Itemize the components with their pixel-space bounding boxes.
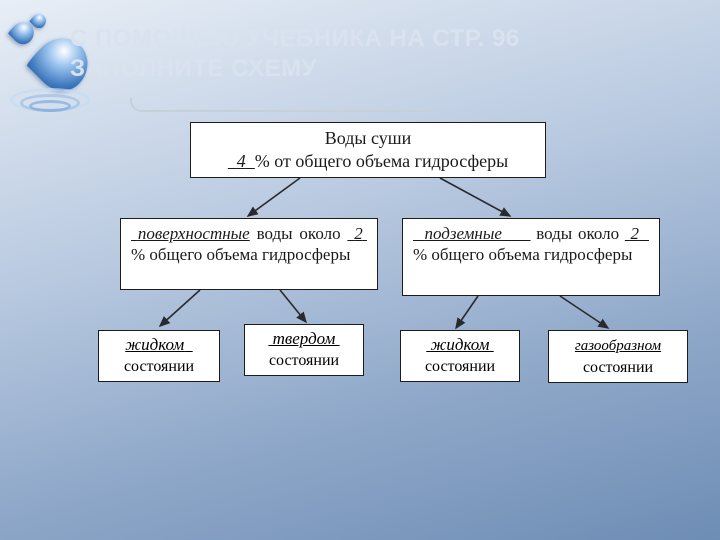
state-3-fill: жидком	[431, 335, 490, 354]
title-underline-decoration	[130, 98, 430, 112]
root-line1: Воды суши	[201, 127, 535, 150]
state-node-4: газообразном состоянии	[548, 330, 688, 383]
state-4-label: состоянии	[583, 359, 653, 376]
state-4-fill: газообразном	[575, 338, 661, 354]
state-node-1: жидком состоянии	[98, 330, 220, 382]
title-line-2: ЗАПОЛНИТЕ СХЕМУ	[70, 54, 690, 84]
branch-ground-waters: подземные воды около 2 % общего объема г…	[402, 218, 660, 296]
slide-title: С ПОМОЩЬЮ УЧЕБНИКА НА СТР. 96 ЗАПОЛНИТЕ …	[70, 24, 690, 84]
title-line-1: С ПОМОЩЬЮ УЧЕБНИКА НА СТР. 96	[70, 24, 690, 54]
root-node: Воды суши 4 % от общего объема гидросфер…	[190, 122, 546, 178]
surface-type-fill: поверхностные	[138, 224, 250, 243]
state-3-label: состоянии	[425, 358, 495, 375]
ground-type-fill: подземные	[424, 224, 501, 243]
state-1-fill: жидком	[125, 335, 184, 354]
root-line2: 4 % от общего объема гидросферы	[201, 150, 535, 173]
surface-pct-fill: 2	[354, 224, 363, 243]
state-1-label: состоянии	[124, 358, 194, 375]
branch-surface-waters: поверхностные воды около 2 % общего объе…	[120, 218, 378, 290]
state-node-2: твердом состоянии	[244, 324, 364, 376]
ground-pct-fill: 2	[631, 224, 640, 243]
root-fill: 4	[237, 151, 246, 171]
state-2-label: состоянии	[269, 352, 339, 369]
state-node-3: жидком состоянии	[400, 330, 520, 382]
state-2-fill: твердом	[273, 329, 336, 348]
